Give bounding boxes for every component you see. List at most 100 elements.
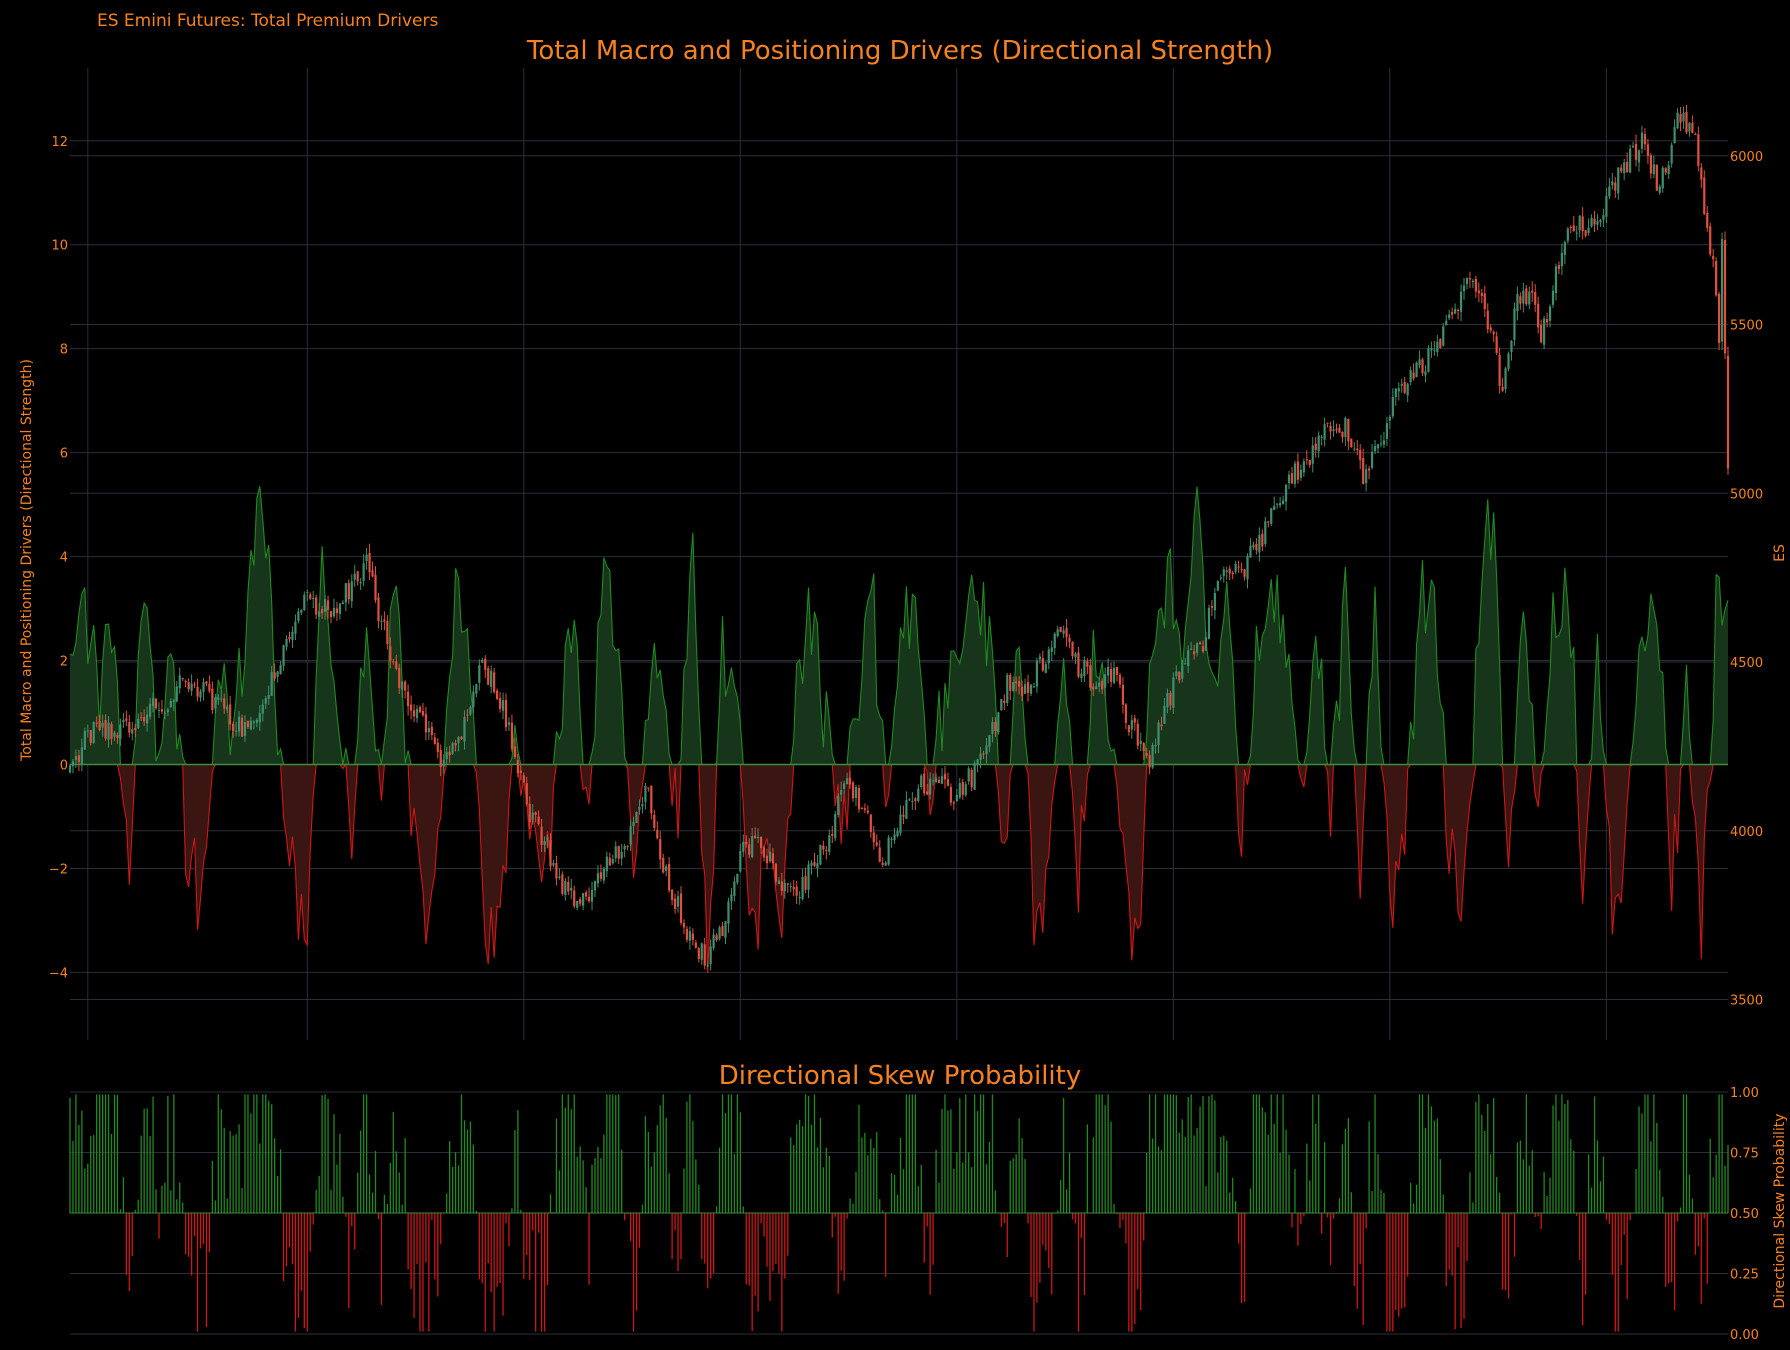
- es-candle-body: [427, 728, 430, 733]
- es-candle-body: [623, 845, 626, 850]
- es-candle-body: [291, 631, 294, 641]
- es-candle: [917, 784, 920, 803]
- es-candle-body: [1626, 161, 1629, 172]
- es-candle-body: [976, 759, 979, 766]
- es-candle-body: [415, 708, 419, 719]
- es-candle: [1201, 640, 1205, 654]
- es-candle: [1587, 218, 1590, 236]
- es-candle: [134, 723, 137, 738]
- es-candle: [1287, 470, 1291, 490]
- es-candle-body: [813, 861, 816, 866]
- es-candle-body: [1649, 155, 1652, 174]
- es-candle: [531, 804, 534, 825]
- es-candle: [1142, 742, 1145, 760]
- es-candle: [1617, 167, 1620, 200]
- es-candle-body: [430, 726, 433, 735]
- es-candle-body: [1646, 144, 1650, 156]
- es-candle-body: [1104, 674, 1107, 688]
- es-candle: [356, 570, 359, 586]
- es-candle: [576, 900, 579, 911]
- es-candle: [1302, 458, 1305, 477]
- es-candle-body: [691, 933, 694, 941]
- es-candle-body: [1000, 699, 1003, 711]
- es-candle: [493, 667, 496, 694]
- es-candle-body: [1193, 651, 1196, 655]
- es-candle: [929, 772, 932, 800]
- es-candle: [1246, 553, 1249, 589]
- es-candle: [1157, 720, 1160, 754]
- es-candle: [448, 745, 451, 763]
- es-candle-body: [1086, 661, 1089, 667]
- es-candle-body: [863, 808, 867, 810]
- es-candle: [614, 841, 617, 863]
- es-candle: [751, 827, 754, 859]
- es-candle-body: [1433, 349, 1436, 351]
- es-candle-body: [688, 931, 692, 941]
- es-candle: [697, 946, 700, 963]
- es-candle-body: [985, 745, 988, 755]
- es-candle: [1225, 566, 1228, 580]
- es-candle: [1323, 417, 1326, 447]
- es-candle: [599, 864, 603, 882]
- es-candle: [1421, 358, 1424, 376]
- es-candle-body: [635, 812, 638, 823]
- es-candle-body: [751, 836, 754, 858]
- es-candle: [1623, 159, 1626, 181]
- es-candle-body: [1059, 626, 1062, 632]
- es-candle: [353, 564, 356, 587]
- es-candle-body: [501, 700, 505, 711]
- right-tick-label-1: 5500: [1730, 319, 1763, 334]
- es-candle: [801, 868, 804, 901]
- es-candle: [1216, 580, 1219, 592]
- es-candle: [665, 864, 668, 877]
- es-candle: [424, 707, 428, 741]
- left-tick-label-7: −2: [49, 862, 68, 877]
- es-candle-body: [676, 896, 680, 907]
- es-candle: [1281, 495, 1285, 505]
- es-candle-body: [359, 582, 362, 584]
- es-candle: [816, 855, 819, 878]
- es-candle: [184, 679, 187, 688]
- es-candle-body: [1560, 252, 1564, 267]
- es-candle-body: [1219, 577, 1222, 579]
- es-candle-body: [1723, 240, 1727, 354]
- bottom-tick-label-4: 0.00: [1730, 1328, 1759, 1343]
- es-candle: [454, 739, 457, 752]
- es-candle: [1317, 431, 1320, 458]
- es-candle: [172, 698, 175, 711]
- es-candle-body: [837, 795, 840, 815]
- es-candle: [1376, 443, 1380, 454]
- es-candle-body: [1264, 521, 1267, 544]
- es-candle-body: [101, 722, 104, 728]
- es-candle-body: [727, 901, 730, 924]
- es-candle: [1249, 538, 1252, 558]
- es-candle: [151, 692, 155, 713]
- es-candle-body: [169, 701, 172, 708]
- es-candle-body: [1403, 381, 1406, 393]
- es-candle-body: [1468, 278, 1472, 280]
- es-candle: [1095, 681, 1098, 690]
- es-candle: [1065, 619, 1068, 647]
- es-candle: [214, 693, 217, 714]
- es-candle: [1231, 570, 1234, 580]
- es-candle: [166, 707, 169, 717]
- es-candle: [893, 827, 896, 844]
- es-candle: [1531, 281, 1534, 302]
- es-candle-body: [1486, 310, 1489, 330]
- es-candle-body: [582, 893, 585, 906]
- es-candle: [1400, 379, 1403, 393]
- es-candle: [706, 961, 709, 968]
- es-candle-body: [234, 730, 238, 732]
- es-candle-body: [673, 898, 677, 909]
- es-candle: [1255, 538, 1258, 555]
- es-candle-body: [1498, 354, 1501, 386]
- es-candle-body: [338, 603, 342, 614]
- es-candle-body: [534, 812, 537, 815]
- es-candle-body: [344, 583, 347, 603]
- es-candle: [1540, 319, 1543, 344]
- es-candle: [1581, 207, 1584, 240]
- es-candle: [1133, 714, 1136, 731]
- es-candle: [786, 883, 789, 893]
- es-candle-body: [1124, 704, 1128, 723]
